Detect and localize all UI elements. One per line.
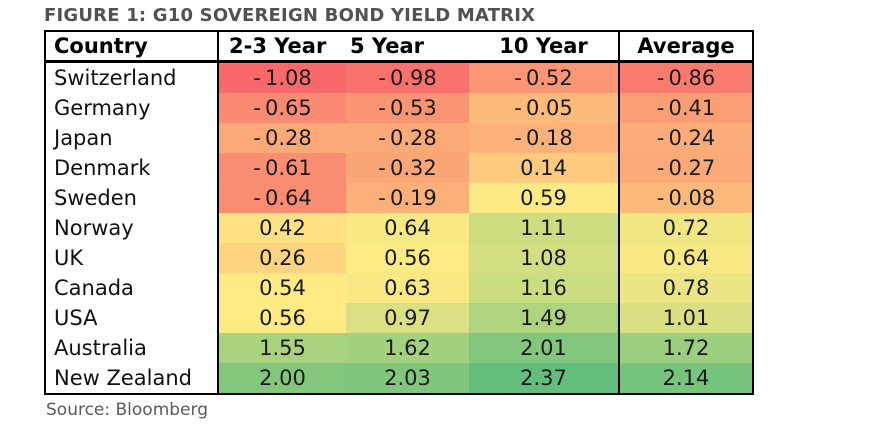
table-row-japan: Japan - 0.28- 0.28- 0.18- 0.24 xyxy=(45,123,753,153)
value-cell: 0.59 xyxy=(469,183,619,213)
table-row-germany: Germany - 0.65- 0.53- 0.05- 0.41 xyxy=(45,93,753,123)
value-cell: - 0.32 xyxy=(346,153,469,183)
country-cell: Japan xyxy=(45,123,219,153)
value-cell: - 0.52 xyxy=(469,61,619,93)
value-cell: - 0.98 xyxy=(346,61,469,93)
value-cell: 0.97 xyxy=(346,303,469,333)
table-row-australia: Australia 1.55 1.62 2.01 1.72 xyxy=(45,333,753,363)
country-cell: USA xyxy=(45,303,219,333)
column-header-average: Average xyxy=(618,31,753,63)
value-cell: - 0.86 xyxy=(618,61,753,93)
value-cell: 1.11 xyxy=(469,213,619,243)
column-header-10-year: 10 Year xyxy=(469,31,619,63)
value-cell: 0.64 xyxy=(346,213,469,243)
value-cell: - 0.64 xyxy=(218,183,346,213)
country-cell: Germany xyxy=(45,93,219,123)
value-cell: - 0.18 xyxy=(469,123,619,153)
country-cell: Norway xyxy=(45,213,219,243)
value-cell: 1.55 xyxy=(218,333,346,363)
value-cell: - 1.08 xyxy=(218,61,346,93)
column-header-2-3-year: 2-3 Year xyxy=(218,31,346,63)
value-cell: - 0.08 xyxy=(618,183,753,213)
value-cell: 0.26 xyxy=(218,243,346,273)
value-cell: 1.49 xyxy=(469,303,619,333)
value-cell: 1.16 xyxy=(469,273,619,303)
value-cell: 0.54 xyxy=(218,273,346,303)
value-cell: 1.01 xyxy=(618,303,753,333)
value-cell: 2.00 xyxy=(218,363,346,394)
value-cell: 0.78 xyxy=(618,273,753,303)
value-cell: 0.56 xyxy=(218,303,346,333)
column-header-country: Country xyxy=(45,31,219,63)
value-cell: 1.72 xyxy=(618,333,753,363)
value-cell: - 0.53 xyxy=(346,93,469,123)
table-row-switzerland: Switzerland - 1.08- 0.98- 0.52- 0.86 xyxy=(45,61,753,93)
value-cell: 2.03 xyxy=(346,363,469,394)
value-cell: - 0.28 xyxy=(346,123,469,153)
table-row-usa: USA 0.56 0.97 1.49 1.01 xyxy=(45,303,753,333)
column-header-5-year: 5 Year xyxy=(346,31,469,63)
value-cell: 0.14 xyxy=(469,153,619,183)
value-cell: - 0.41 xyxy=(618,93,753,123)
country-cell: Switzerland xyxy=(45,61,219,93)
header-row: Country 2-3 Year 5 Year 10 Year Average xyxy=(45,31,753,63)
value-cell: 0.56 xyxy=(346,243,469,273)
table-row-sweden: Sweden - 0.64- 0.19 0.59- 0.08 xyxy=(45,183,753,213)
value-cell: 2.14 xyxy=(618,363,753,394)
country-cell: Denmark xyxy=(45,153,219,183)
table-row-canada: Canada 0.54 0.63 1.16 0.78 xyxy=(45,273,753,303)
value-cell: 0.64 xyxy=(618,243,753,273)
table-row-norway: Norway 0.42 0.64 1.11 0.72 xyxy=(45,213,753,243)
country-cell: UK xyxy=(45,243,219,273)
table-row-uk: UK 0.26 0.56 1.08 0.64 xyxy=(45,243,753,273)
value-cell: 2.37 xyxy=(469,363,619,394)
value-cell: - 0.27 xyxy=(618,153,753,183)
value-cell: 0.72 xyxy=(618,213,753,243)
country-cell: Canada xyxy=(45,273,219,303)
country-cell: Sweden xyxy=(45,183,219,213)
value-cell: - 0.05 xyxy=(469,93,619,123)
value-cell: 2.01 xyxy=(469,333,619,363)
value-cell: 0.42 xyxy=(218,213,346,243)
value-cell: 1.62 xyxy=(346,333,469,363)
table-row-new-zealand: New Zealand 2.00 2.03 2.37 2.14 xyxy=(45,363,753,394)
value-cell: - 0.61 xyxy=(218,153,346,183)
country-cell: Australia xyxy=(45,333,219,363)
source-text: Source: Bloomberg xyxy=(46,400,208,420)
table-row-denmark: Denmark - 0.61- 0.32 0.14- 0.27 xyxy=(45,153,753,183)
yield-matrix-table: Country 2-3 Year 5 Year 10 Year Average Swit… xyxy=(44,30,754,395)
value-cell: - 0.28 xyxy=(218,123,346,153)
value-cell: 1.08 xyxy=(469,243,619,273)
figure-title: FIGURE 1: G10 SOVEREIGN BOND YIELD MATRI… xyxy=(44,5,536,26)
value-cell: 0.63 xyxy=(346,273,469,303)
value-cell: - 0.19 xyxy=(346,183,469,213)
value-cell: - 0.65 xyxy=(218,93,346,123)
value-cell: - 0.24 xyxy=(618,123,753,153)
country-cell: New Zealand xyxy=(45,363,219,394)
